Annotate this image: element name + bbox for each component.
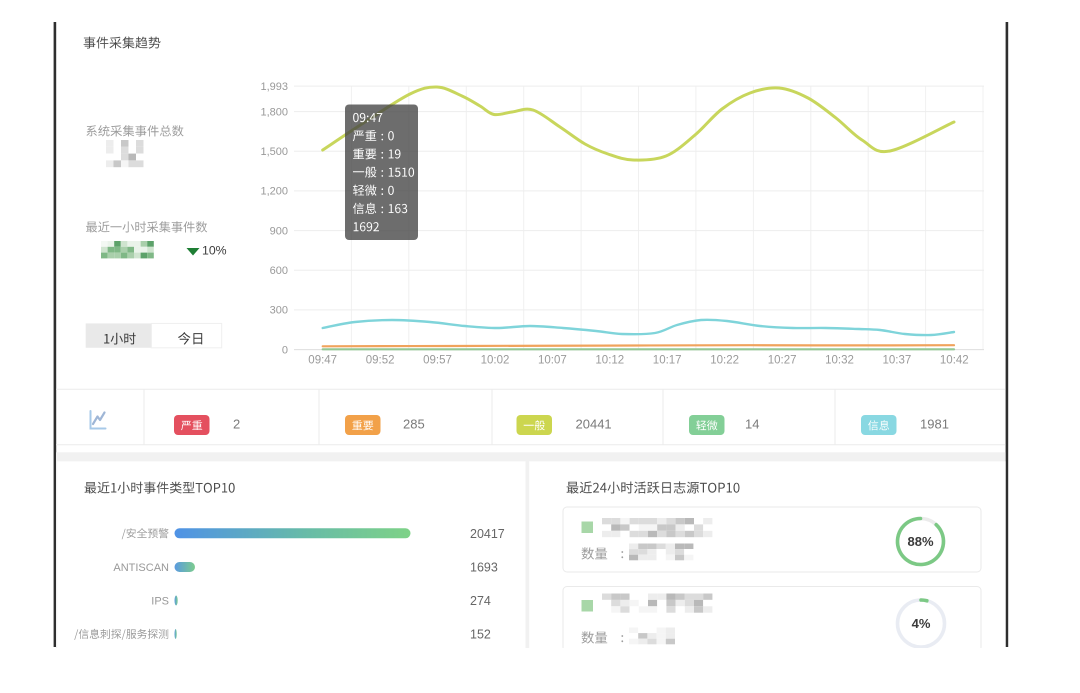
svg-text:ANTISCAN: ANTISCAN bbox=[113, 562, 169, 574]
svg-text:1981: 1981 bbox=[920, 417, 949, 432]
svg-text:152: 152 bbox=[470, 628, 491, 642]
svg-text:10:02: 10:02 bbox=[481, 355, 510, 367]
svg-text:1,200: 1,200 bbox=[260, 186, 288, 198]
svg-text:10%: 10% bbox=[202, 244, 227, 258]
svg-text:10:12: 10:12 bbox=[595, 355, 624, 367]
svg-text:0: 0 bbox=[282, 344, 288, 356]
svg-text:900: 900 bbox=[270, 225, 288, 237]
svg-text:10:17: 10:17 bbox=[653, 355, 682, 367]
svg-text:10:27: 10:27 bbox=[768, 355, 797, 367]
svg-text:09:57: 09:57 bbox=[423, 355, 452, 367]
svg-text:IPS: IPS bbox=[151, 596, 169, 608]
svg-text:285: 285 bbox=[403, 417, 425, 432]
svg-text:1693: 1693 bbox=[470, 561, 498, 575]
svg-text:274: 274 bbox=[470, 594, 491, 608]
svg-text:10:37: 10:37 bbox=[883, 355, 912, 367]
svg-text:4%: 4% bbox=[912, 616, 931, 631]
svg-text:09:47: 09:47 bbox=[308, 355, 337, 367]
svg-text:09:52: 09:52 bbox=[366, 355, 395, 367]
svg-text:1,993: 1,993 bbox=[260, 81, 288, 93]
svg-text:20417: 20417 bbox=[470, 527, 505, 541]
svg-text:10:42: 10:42 bbox=[940, 355, 969, 367]
svg-text:600: 600 bbox=[270, 265, 288, 277]
svg-text:10:07: 10:07 bbox=[538, 355, 567, 367]
svg-text:20441: 20441 bbox=[576, 417, 612, 432]
svg-text:300: 300 bbox=[270, 305, 288, 317]
svg-text:14: 14 bbox=[745, 417, 759, 432]
svg-text:10:32: 10:32 bbox=[825, 355, 854, 367]
svg-text:1,500: 1,500 bbox=[260, 146, 288, 158]
svg-text:10:22: 10:22 bbox=[710, 355, 739, 367]
svg-text:1,800: 1,800 bbox=[260, 106, 288, 118]
svg-text:2: 2 bbox=[233, 417, 240, 432]
svg-text:88%: 88% bbox=[907, 534, 933, 549]
